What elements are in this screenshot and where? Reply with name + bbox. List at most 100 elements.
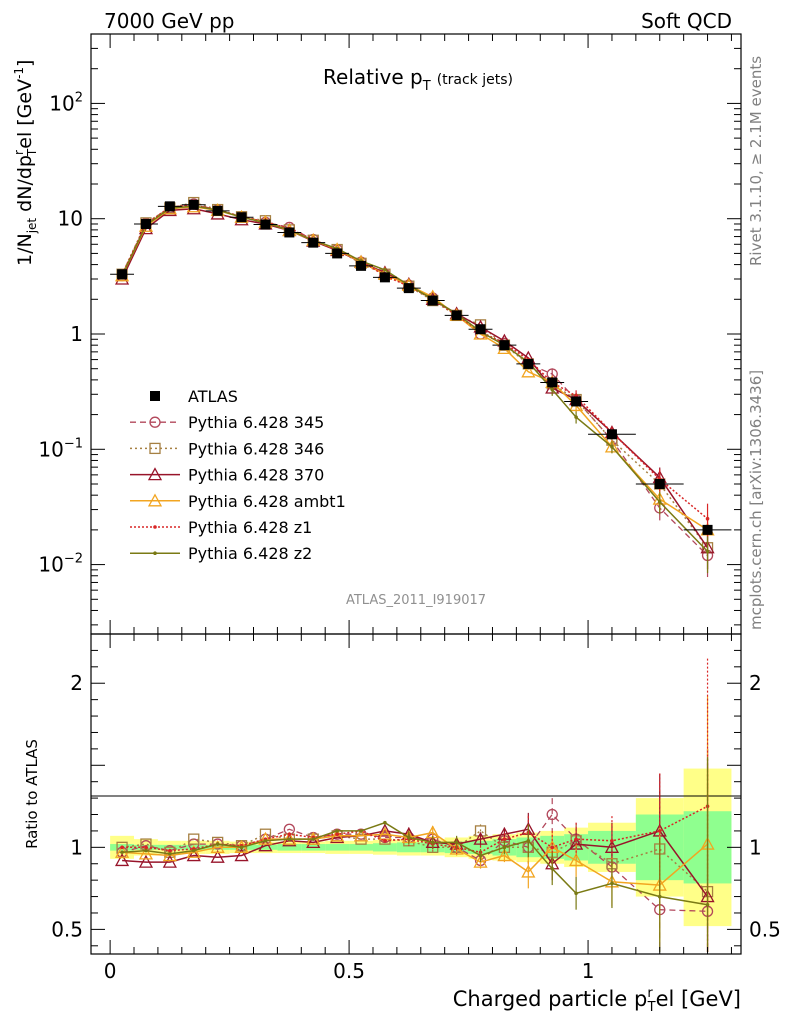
marker-ATLAS — [284, 227, 295, 238]
ratio-ytick-label-right: 1 — [749, 835, 762, 859]
ratio-marker-p370 — [473, 831, 488, 845]
ratio-ytick-label-right: 0.5 — [749, 917, 781, 941]
series-z2 — [120, 204, 710, 574]
ratio-marker-z2 — [359, 829, 363, 833]
mcplots-text: mcplots.cern.ch [arXiv:1306.3436] — [747, 370, 765, 630]
ratio-marker-ambt1 — [138, 846, 154, 860]
ratio-marker-z2 — [311, 837, 316, 841]
marker-ATLAS — [379, 272, 390, 283]
main-title: Relative pT (track jets) — [323, 65, 513, 94]
band-inner — [372, 843, 397, 852]
ratio-ytick-label: 0.5 — [51, 917, 83, 941]
legend-marker — [153, 551, 157, 555]
legend-item-p346: Pythia 6.428 346 — [130, 439, 324, 458]
marker-ATLAS — [702, 524, 713, 535]
band-inner — [253, 844, 278, 850]
marker-z2 — [550, 387, 555, 392]
legend-item-z2: Pythia 6.428 z2 — [130, 544, 312, 563]
ytick-label: 1 — [70, 322, 83, 346]
ratio-marker-z1 — [335, 832, 339, 837]
ratio-ytick-labels: 0.5 0.5 1 1 2 2 — [51, 671, 781, 941]
band-inner — [325, 844, 350, 851]
band-inner — [396, 842, 421, 853]
ratio-marker-z2 — [239, 845, 244, 850]
marker-ATLAS — [523, 358, 534, 369]
legend-label: Pythia 6.428 ambt1 — [188, 492, 346, 511]
main-series-layer — [110, 196, 732, 578]
ratio-marker-z1 — [657, 829, 662, 833]
ratio-series-z2 — [120, 757, 710, 952]
marker-ATLAS — [212, 205, 223, 216]
ratio-marker-z1 — [144, 845, 148, 850]
header-left: 7000 GeV pp — [104, 9, 235, 33]
ratio-marker-z1 — [550, 845, 555, 850]
ratio-marker-p370 — [330, 830, 345, 844]
series-ATLAS — [110, 199, 732, 535]
legend-item-p370: Pythia 6.428 370 — [130, 466, 324, 485]
ratio-marker-ambt1 — [569, 853, 584, 867]
main-panel: 10−2 10−1 1 10 102 Relative pT (track jets) 1… — [12, 33, 742, 635]
legend-item-z1: Pythia 6.428 z1 — [130, 518, 312, 537]
legend-marker — [149, 416, 161, 428]
marker-ATLAS — [571, 396, 582, 407]
rivet-version-text: Rivet 3.1.10, ≥ 2.1M events — [747, 56, 765, 266]
ratio-marker-z2 — [120, 850, 124, 855]
marker-ATLAS — [236, 212, 247, 223]
ratio-marker-z2 — [383, 820, 387, 825]
ratio-marker-p370 — [258, 838, 273, 852]
marker-ATLAS — [332, 248, 343, 259]
marker-z2 — [657, 500, 662, 504]
xtick-labels: 0 0.5 1 — [104, 959, 595, 983]
ytick-label: 10−1 — [38, 436, 83, 461]
marker-z2 — [574, 415, 578, 419]
marker-ATLAS — [140, 218, 151, 229]
ratio-marker-z1 — [168, 848, 172, 853]
ratio-marker-z2 — [550, 866, 555, 871]
legend-label: Pythia 6.428 345 — [188, 413, 324, 432]
legend-label: ATLAS — [188, 387, 238, 406]
ratio-marker-ambt1 — [449, 841, 464, 855]
marker-ambt1 — [521, 364, 536, 378]
ratio-marker-p370 — [377, 823, 393, 837]
ratio-marker-z2 — [287, 837, 292, 841]
ratio-marker-z2 — [657, 894, 662, 899]
legend-marker — [153, 525, 157, 529]
ratio-marker-ambt1 — [330, 828, 345, 842]
ratio-ylabel: Ratio to ATLAS — [23, 739, 41, 849]
ratio-marker-p370 — [186, 848, 201, 862]
series-z1 — [120, 203, 710, 541]
ratio-marker-p370 — [114, 853, 130, 867]
marker-ATLAS — [308, 237, 319, 248]
ratio-ticks — [91, 634, 741, 954]
marker-ATLAS — [427, 295, 438, 306]
ratio-panel: 0.5 0.51 12 2 0 0.5 1 Ratio to ATLAS Charged … — [23, 633, 781, 1015]
ratio-marker-z2 — [502, 845, 507, 850]
ratio-marker-z1 — [383, 838, 387, 843]
marker-ATLAS — [547, 377, 558, 388]
ratio-marker-z2 — [610, 881, 614, 886]
marker-z2 — [705, 549, 710, 554]
analysis-id: ATLAS_2011_I919017 — [346, 593, 486, 608]
marker-ATLAS — [654, 479, 665, 489]
band-inner — [277, 844, 302, 851]
ratio-marker-z2 — [574, 891, 578, 896]
ratio-marker-p370 — [234, 848, 249, 862]
xlabel: Charged particle pr Tel [GeV] — [453, 986, 741, 1015]
ratio-marker-z2 — [144, 848, 148, 853]
ratio-series-layer — [114, 658, 715, 952]
marker-ATLAS — [188, 199, 199, 210]
ratio-frame — [90, 633, 742, 955]
ratio-marker-p346 — [188, 833, 200, 845]
marker-ATLAS — [117, 269, 128, 280]
ratio-line-p370 — [122, 828, 709, 898]
ratio-marker-z2 — [335, 829, 339, 833]
legend-marker — [150, 391, 160, 401]
header-right: Soft QCD — [641, 9, 732, 33]
ytick-label: 10−2 — [38, 552, 83, 577]
band-inner — [349, 844, 373, 851]
ytick-label: 102 — [49, 90, 83, 115]
ratio-marker-z1 — [120, 845, 124, 850]
main-ticks — [91, 33, 741, 634]
ratio-marker-ambt1 — [473, 854, 488, 868]
